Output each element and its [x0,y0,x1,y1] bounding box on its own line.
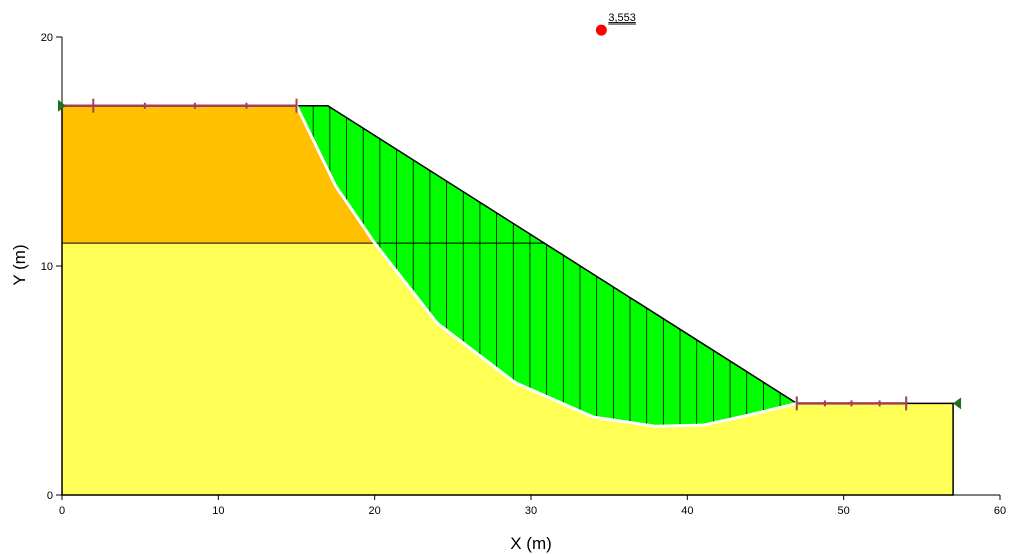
y-axis-label: Y (m) [10,244,29,285]
slip-surface [295,105,798,428]
x-tick-label: 60 [994,505,1006,517]
y-tick-label: 0 [47,490,53,502]
x-tick-label: 50 [838,505,850,517]
y-tick-label: 10 [41,261,53,273]
limit-marker [58,99,66,112]
x-tick-label: 20 [369,505,381,517]
y-tick-label: 20 [41,32,53,44]
limit-marker [953,397,962,410]
x-tick-label: 30 [525,505,537,517]
x-axis-label: X (m) [510,534,552,553]
x-tick-label: 40 [681,505,693,517]
axes: 0 10 20 30 40 50 60 0 10 20 [41,32,1006,517]
soil-layers [62,105,954,495]
critical-center-point [595,24,607,36]
slice-lines [312,105,781,427]
factor-of-safety-label: 3,553 [608,12,636,24]
x-tick-label: 10 [212,505,224,517]
x-tick-label: 0 [59,505,65,517]
markers: 3,553 [58,12,962,410]
